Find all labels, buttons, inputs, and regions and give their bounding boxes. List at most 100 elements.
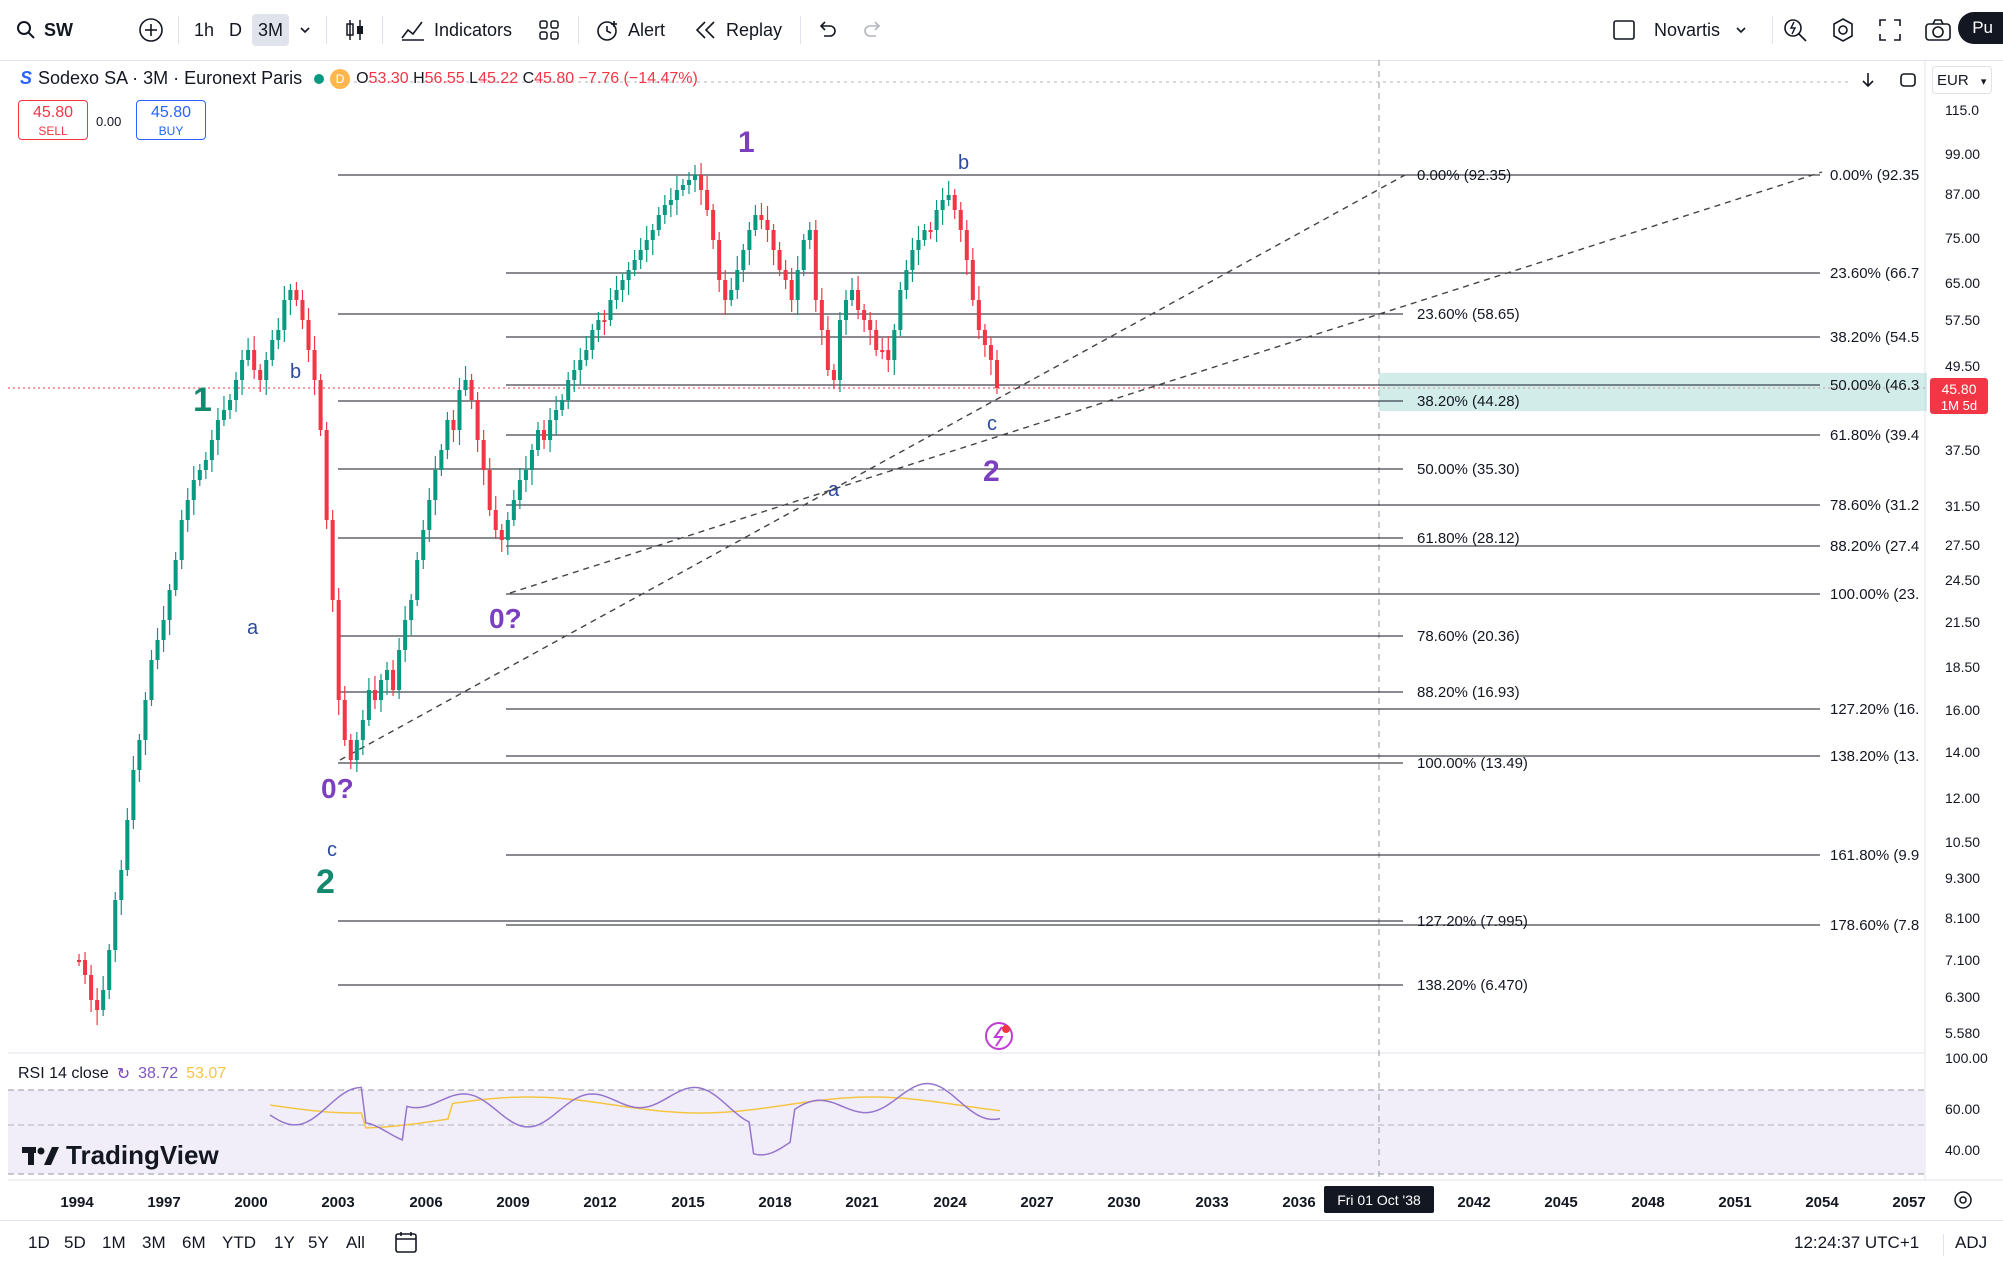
clock-timezone[interactable]: 12:24:37 UTC+1 — [1794, 1233, 1920, 1252]
price-tick-label: 49.50 — [1945, 358, 1980, 374]
interval-d[interactable]: D — [229, 14, 242, 46]
grid-icon — [539, 20, 559, 40]
trendline-2[interactable] — [509, 171, 1823, 594]
range-button-ytd[interactable]: YTD — [222, 1233, 256, 1252]
time-tick-label: 2009 — [496, 1194, 529, 1211]
trendline-1[interactable] — [339, 174, 1406, 761]
candle-body — [421, 530, 426, 560]
candle-body — [397, 650, 402, 690]
interval-1h[interactable]: 1h — [194, 14, 214, 46]
fib-right-label: 38.20% (54.5 — [1830, 329, 1919, 346]
watchlist-selector[interactable]: Novartis — [1612, 14, 1748, 46]
range-button-1d[interactable]: 1D — [28, 1233, 50, 1252]
interval-3m[interactable]: 3M — [252, 14, 290, 46]
candle-body — [843, 300, 849, 320]
fib-mid-label: 138.20% (6.470) — [1417, 977, 1528, 994]
price-tick-label: 27.50 — [1945, 537, 1980, 553]
candle-body — [360, 720, 365, 740]
sell-button[interactable]: 45.80 SELL — [18, 100, 88, 140]
symbol-search[interactable]: SW — [16, 14, 73, 46]
wave-label-c-mid: c — [987, 413, 997, 435]
divider — [178, 16, 179, 44]
range-button-1y[interactable]: 1Y — [274, 1233, 295, 1252]
buy-price: 45.80 — [150, 104, 192, 121]
wave-label-1-purple: 1 — [738, 126, 755, 159]
buy-button[interactable]: 45.80 BUY — [136, 100, 206, 140]
crosshair-date-label: Fri 01 Oct '38 — [1337, 1192, 1421, 1208]
replay-button[interactable]: Replay — [694, 14, 782, 46]
wave-label-a-left: a — [247, 617, 259, 639]
candle-body — [240, 360, 245, 380]
currency-selector[interactable]: EUR ▾ — [1932, 66, 1992, 94]
candle-body — [626, 270, 631, 280]
candle-body — [445, 420, 450, 450]
candle-body — [161, 620, 166, 640]
candle-body — [505, 520, 510, 540]
price-tick-label: 31.50 — [1945, 498, 1980, 514]
candle-body — [572, 370, 577, 380]
undo-button[interactable] — [816, 14, 838, 46]
candle-body — [209, 440, 214, 460]
candle-body — [451, 420, 456, 430]
spread-value: 0.00 — [96, 114, 122, 129]
candle-body — [149, 660, 154, 700]
fib-right-label: 88.20% (27.4 — [1830, 538, 1919, 555]
interval-d-label: D — [229, 19, 242, 40]
candle-body — [227, 400, 233, 410]
watchlist-label: Novartis — [1654, 19, 1721, 40]
fib-mid-label: 78.60% (20.36) — [1417, 628, 1520, 645]
indicators-button[interactable]: Indicators — [400, 14, 512, 46]
settings-button[interactable] — [1830, 14, 1856, 46]
indicators-label: Indicators — [434, 19, 513, 40]
candle-body — [819, 300, 824, 330]
wave-label-2-green: 2 — [316, 863, 335, 901]
candle-body — [83, 960, 88, 975]
candle-body — [300, 300, 305, 320]
axis-settings-icon[interactable] — [1954, 1191, 1972, 1209]
price-tick-label: 7.100 — [1945, 952, 1980, 968]
lightning-event-icon[interactable] — [985, 1022, 1013, 1050]
price-tick-label: 99.00 — [1945, 146, 1980, 162]
range-button-5y[interactable]: 5Y — [308, 1233, 329, 1252]
price-tick-label: 5.580 — [1945, 1025, 1980, 1041]
fullscreen-button[interactable] — [1878, 14, 1902, 46]
candle-body — [113, 900, 118, 950]
range-button-all[interactable]: All — [346, 1233, 365, 1252]
templates-button[interactable] — [538, 14, 560, 46]
candle-body — [493, 510, 498, 530]
rsi-settings-icon[interactable]: ↻ — [116, 1066, 131, 1083]
rsi-legend: RSI 14 close ↻ 38.72 53.07 — [18, 1064, 226, 1084]
candle-body — [137, 740, 142, 770]
candle-body — [481, 440, 486, 470]
scroll-down-button[interactable] — [1858, 70, 1878, 95]
candle-body — [940, 200, 945, 210]
interval-dropdown[interactable] — [298, 14, 312, 46]
alert-button[interactable]: Alert — [594, 14, 665, 46]
rsi-band — [8, 1090, 1925, 1174]
dividend-badge[interactable]: D — [330, 68, 351, 89]
redo-button[interactable] — [862, 14, 884, 46]
reset-scale-button[interactable] — [1898, 70, 1918, 95]
chart-type-button[interactable] — [344, 14, 366, 46]
quick-search-button[interactable] — [1782, 14, 1808, 46]
range-button-3m[interactable]: 3M — [142, 1233, 166, 1252]
candle-body — [813, 230, 818, 300]
time-tick-label: 2021 — [845, 1194, 878, 1211]
range-button-5d[interactable]: 5D — [64, 1233, 86, 1252]
publish-button[interactable]: Pu — [1958, 12, 2003, 44]
range-button-6m[interactable]: 6M — [182, 1233, 206, 1252]
fib-right-label: 0.00% (92.35 — [1830, 167, 1919, 184]
snapshot-button[interactable] — [1924, 14, 1952, 46]
candle-body — [602, 320, 607, 322]
date-range-button[interactable] — [394, 1230, 418, 1259]
candle-body — [916, 240, 921, 250]
candle-body — [976, 300, 981, 330]
fib-right-label: 100.00% (23. — [1830, 586, 1919, 603]
camera-icon — [1925, 19, 1951, 41]
range-button-1m[interactable]: 1M — [102, 1233, 126, 1252]
compare-button[interactable] — [138, 14, 164, 46]
candle-body — [964, 230, 969, 260]
adjust-toggle[interactable]: ADJ — [1955, 1233, 1988, 1252]
replay-label: Replay — [726, 19, 783, 40]
